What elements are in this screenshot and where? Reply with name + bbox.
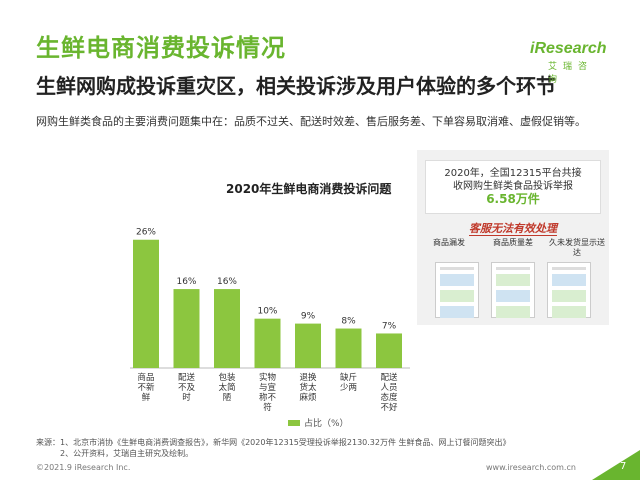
- page-title: 生鲜电商消费投诉情况: [36, 34, 286, 62]
- chart-title: 2020年生鲜电商消费投诉问题: [226, 182, 392, 196]
- bar: [254, 318, 281, 368]
- x-tick-label: 不好: [380, 402, 398, 413]
- x-tick-label: 态度: [380, 392, 398, 403]
- bar: [295, 323, 321, 368]
- callout-head: 2020年，全国12315平台共接 收网购生鲜类食品投诉举报 6.58万件: [425, 160, 601, 214]
- screenshot-thumbnail: [547, 262, 591, 318]
- complaint-callout: 2020年，全国12315平台共接 收网购生鲜类食品投诉举报 6.58万件 客服…: [417, 150, 609, 325]
- x-tick-label: 缺斤: [340, 372, 357, 383]
- x-tick-label: 符: [263, 402, 272, 413]
- iresearch-logo: iResearch 艾瑞咨询: [530, 40, 607, 85]
- x-tick-label: 包装: [218, 372, 236, 383]
- data-label: 7%: [382, 321, 397, 331]
- callout-line1: 2020年，全国12315平台共接: [444, 168, 582, 179]
- page-subtitle: 生鲜网购成投诉重灾区，相关投诉涉及用户体验的多个环节: [36, 74, 556, 98]
- bar: [335, 328, 362, 368]
- source-note: 来源：1、北京市消协《生鲜电商消费调查报告》，新华网《2020年12315受理投…: [36, 437, 511, 459]
- x-tick-label: 与宣: [259, 382, 276, 393]
- data-label: 9%: [301, 312, 316, 322]
- x-tick-label: 配送: [380, 372, 398, 383]
- bar: [214, 289, 240, 368]
- bar-chart: 26%商品不新鲜16%配送不及时16%包装太简陋10%实物与宣称不符9%退换货太…: [130, 228, 410, 413]
- callout-labels: 商品漏发 商品质量差 久未发货显示送达: [417, 238, 609, 258]
- data-label: 26%: [136, 228, 156, 238]
- x-tick-label: 实物: [259, 372, 277, 383]
- logo-brand-i: i: [530, 40, 535, 57]
- x-tick-label: 时: [182, 392, 191, 403]
- source-line2: 2、公开资料，艾瑞自主研究及绘制。: [60, 449, 194, 458]
- x-tick-label: 不及: [178, 383, 196, 393]
- data-label: 16%: [176, 277, 196, 287]
- logo-brand-text: Research: [534, 40, 607, 57]
- screenshot-thumbnail: [491, 262, 535, 318]
- x-tick-label: 太简: [218, 382, 235, 393]
- x-tick-label: 退换: [299, 372, 317, 383]
- callout-label-quality: 商品质量差: [493, 238, 533, 247]
- chart-legend: 占比（%）: [288, 416, 349, 429]
- screenshot-thumbnail: [435, 262, 479, 318]
- data-label: 16%: [217, 277, 237, 287]
- x-tick-label: 少两: [340, 383, 357, 393]
- x-tick-label: 陋: [223, 393, 232, 403]
- callout-line2: 收网购生鲜类食品投诉举报: [453, 181, 573, 192]
- source-line1: 来源：1、北京市消协《生鲜电商消费调查报告》，新华网《2020年12315受理投…: [36, 438, 511, 447]
- page-description: 网购生鲜类食品的主要消费问题集中在：品质不过关、配送时效差、售后服务差、下单容易…: [36, 115, 586, 128]
- data-label: 8%: [341, 317, 356, 327]
- callout-highlight: 客服无法有效处理: [469, 222, 557, 236]
- bar: [173, 289, 200, 368]
- logo-cn: 艾瑞咨询: [548, 62, 594, 85]
- callout-label-delivery: 久未发货显示送达: [549, 238, 605, 257]
- x-tick-label: 称不: [259, 392, 277, 403]
- page-number: 7: [620, 461, 627, 472]
- callout-number: 6.58万件: [486, 192, 540, 206]
- footer-copyright: ©2021.9 iResearch Inc.: [36, 463, 131, 472]
- data-label: 10%: [257, 307, 277, 317]
- x-tick-label: 鲜: [142, 392, 151, 403]
- legend-label: 占比（%）: [304, 419, 349, 429]
- bar: [376, 333, 402, 368]
- x-tick-label: 商品: [137, 372, 154, 383]
- corner-decoration: [592, 450, 640, 480]
- legend-swatch: [288, 419, 300, 426]
- x-tick-label: 货太: [299, 382, 317, 393]
- x-tick-label: 人员: [380, 383, 397, 393]
- x-tick-label: 麻烦: [299, 392, 317, 403]
- x-tick-label: 不新: [137, 382, 155, 393]
- footer-url: www.iresearch.com.cn: [486, 463, 576, 472]
- bar: [133, 239, 159, 368]
- callout-label-missing: 商品漏发: [433, 238, 465, 247]
- x-tick-label: 配送: [178, 372, 196, 383]
